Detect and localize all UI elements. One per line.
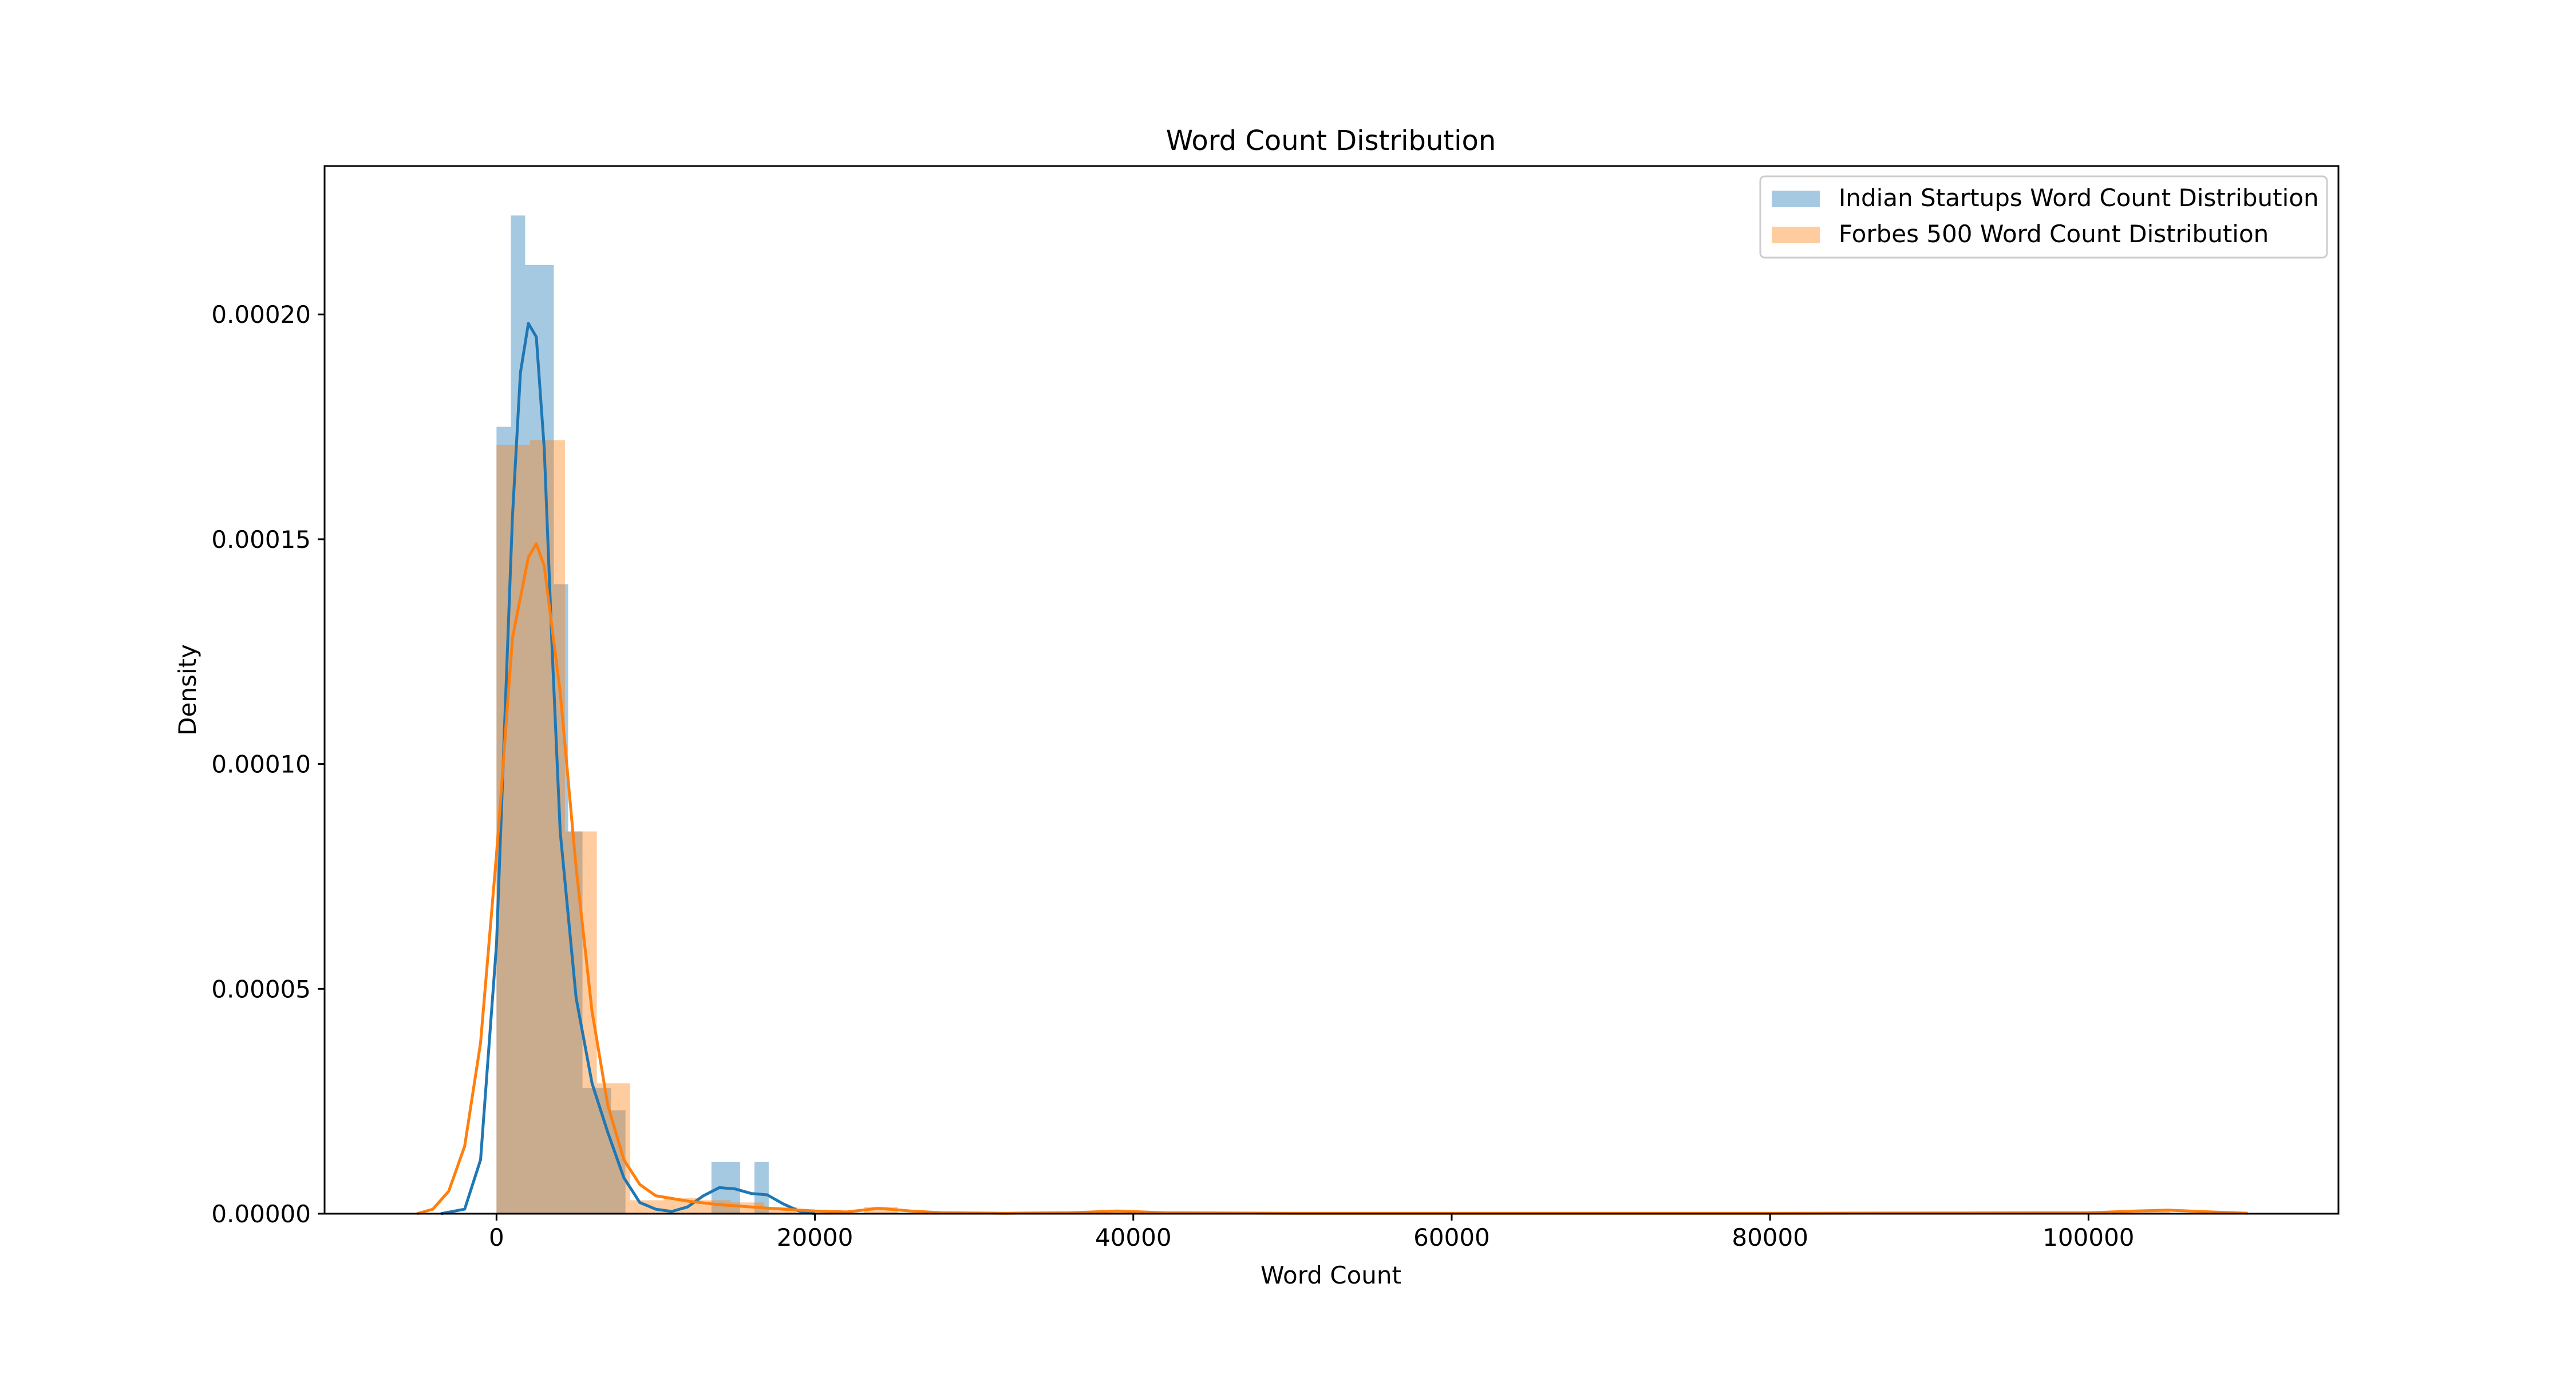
legend: Indian Startups Word Count Distribution …	[1759, 175, 2328, 259]
legend-swatch-indian-startups	[1772, 191, 1820, 207]
histogram-bar	[582, 1088, 611, 1214]
y-axis: 0.00000 0.00005 0.00010 0.00015 0.00020	[211, 301, 325, 1228]
kde-layer	[416, 322, 2248, 1215]
x-tick-label: 100000	[2042, 1223, 2134, 1251]
legend-label-indian-startups: Indian Startups Word Count Distribution	[1839, 184, 2319, 212]
plot-frame	[323, 165, 2340, 1215]
x-tick-label: 80000	[1732, 1223, 1808, 1251]
histogram-bar	[2136, 1211, 2170, 1214]
bars-layer	[496, 215, 2170, 1214]
y-tick-label: 0.00000	[211, 1200, 311, 1228]
y-tick-label: 0.00015	[211, 526, 311, 554]
histogram-bar	[525, 264, 554, 1214]
kde-line	[440, 322, 816, 1215]
x-axis-label: Word Count	[1261, 1261, 1401, 1289]
legend-box	[1759, 175, 2328, 259]
y-axis-label: Density	[173, 644, 202, 736]
y-tick-label: 0.00005	[211, 975, 311, 1003]
x-tick-label: 20000	[777, 1223, 854, 1251]
x-tick-label: 40000	[1095, 1223, 1172, 1251]
x-tick-label: 60000	[1413, 1223, 1490, 1251]
kde-line	[416, 542, 2248, 1215]
histogram-bar	[864, 1207, 898, 1214]
chart-title: Word Count Distribution	[1166, 125, 1496, 157]
x-tick-label: 0	[489, 1223, 504, 1251]
y-tick-label: 0.00020	[211, 301, 311, 329]
legend-label-forbes-500: Forbes 500 Word Count Distribution	[1839, 220, 2269, 248]
histogram-bar	[754, 1162, 769, 1214]
legend-swatch-forbes-500	[1772, 227, 1820, 243]
x-axis: 0 20000 40000 60000 80000 100000	[489, 1214, 2135, 1251]
y-tick-label: 0.00010	[211, 751, 311, 779]
histogram-bar	[511, 215, 526, 1214]
